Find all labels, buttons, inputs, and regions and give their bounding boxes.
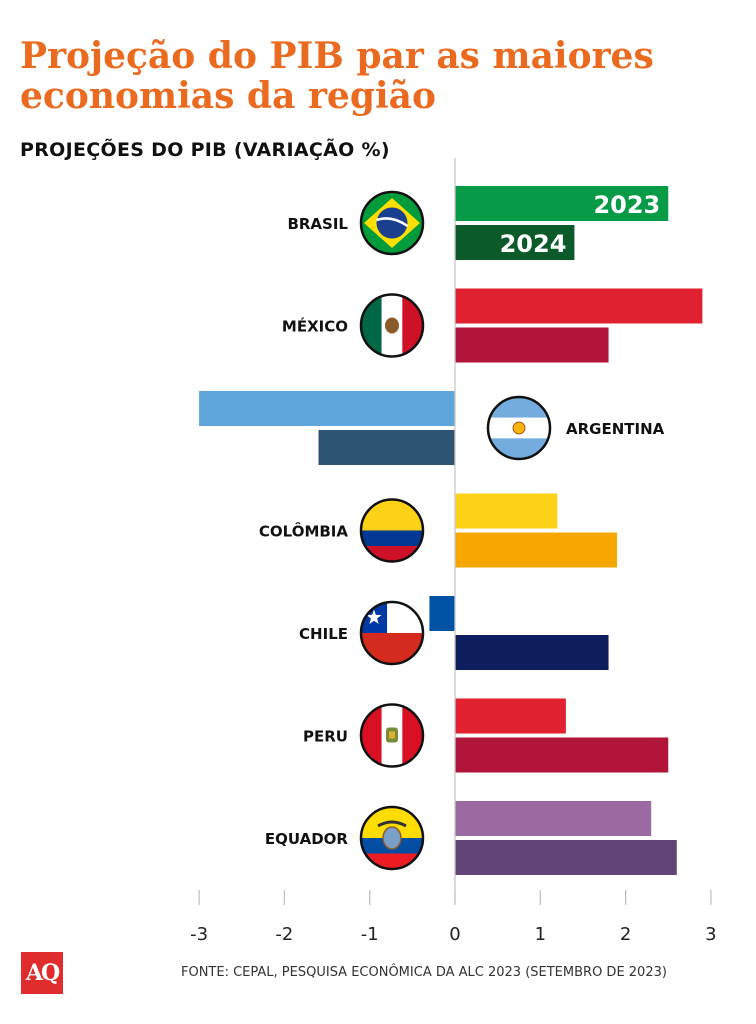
bar-chart: -3 -2 -1 0 1 2 3 BRASIL 2023 2024 MÉXICO ARGENTINA C… bbox=[190, 158, 717, 945]
bar-2024 bbox=[318, 430, 455, 465]
x-tick-label: 3 bbox=[705, 924, 716, 945]
country-label: EQUADOR bbox=[265, 830, 349, 848]
mexico-flag-icon bbox=[359, 293, 425, 358]
chart-title: Projeção do PIB par as maiores economias… bbox=[20, 35, 654, 117]
bar-2024 bbox=[455, 737, 669, 773]
bar-2024 bbox=[455, 327, 609, 363]
legend-2023-label: 2023 bbox=[593, 191, 660, 219]
source-note: FONTE: CEPAL, PESQUISA ECONÔMICA DA ALC … bbox=[181, 965, 667, 980]
bar-2024 bbox=[455, 840, 677, 875]
legend-2024-label: 2024 bbox=[500, 230, 567, 258]
peru-flag-icon bbox=[359, 703, 425, 768]
bar-2024 bbox=[455, 532, 618, 568]
bar-2024 bbox=[455, 635, 609, 670]
x-tick-label: -2 bbox=[275, 924, 293, 945]
argentina-flag-icon bbox=[486, 395, 552, 461]
country-label: BRASIL bbox=[287, 215, 348, 233]
bar-2023 bbox=[455, 493, 558, 529]
country-label: ARGENTINA bbox=[566, 420, 665, 438]
bar-2023 bbox=[455, 801, 652, 836]
country-label: PERU bbox=[303, 728, 348, 746]
chile-flag-icon bbox=[359, 600, 425, 666]
country-label: MÉXICO bbox=[282, 317, 348, 336]
aq-logo: AQ bbox=[21, 952, 63, 994]
ecuador-flag-icon bbox=[359, 805, 425, 871]
x-tick-label: -3 bbox=[190, 924, 208, 945]
bar-2023 bbox=[455, 698, 566, 734]
chart-subtitle: PROJEÇÕES DO PIB (VARIAÇÃO %) bbox=[20, 139, 390, 161]
x-tick-label: -1 bbox=[361, 924, 379, 945]
country-label: CHILE bbox=[299, 625, 348, 643]
bar-2023 bbox=[199, 391, 455, 426]
x-tick-label: 1 bbox=[535, 924, 546, 945]
country-label: COLÔMBIA bbox=[259, 522, 348, 541]
colombia-flag-icon bbox=[359, 498, 425, 563]
bar-2023 bbox=[455, 288, 703, 324]
bar-2023 bbox=[429, 596, 455, 631]
bar-2024 bbox=[455, 225, 575, 260]
bar-2023 bbox=[455, 186, 669, 221]
brazil-flag-icon bbox=[359, 190, 425, 256]
x-tick-label: 2 bbox=[620, 924, 631, 945]
x-tick-label: 0 bbox=[449, 924, 460, 945]
